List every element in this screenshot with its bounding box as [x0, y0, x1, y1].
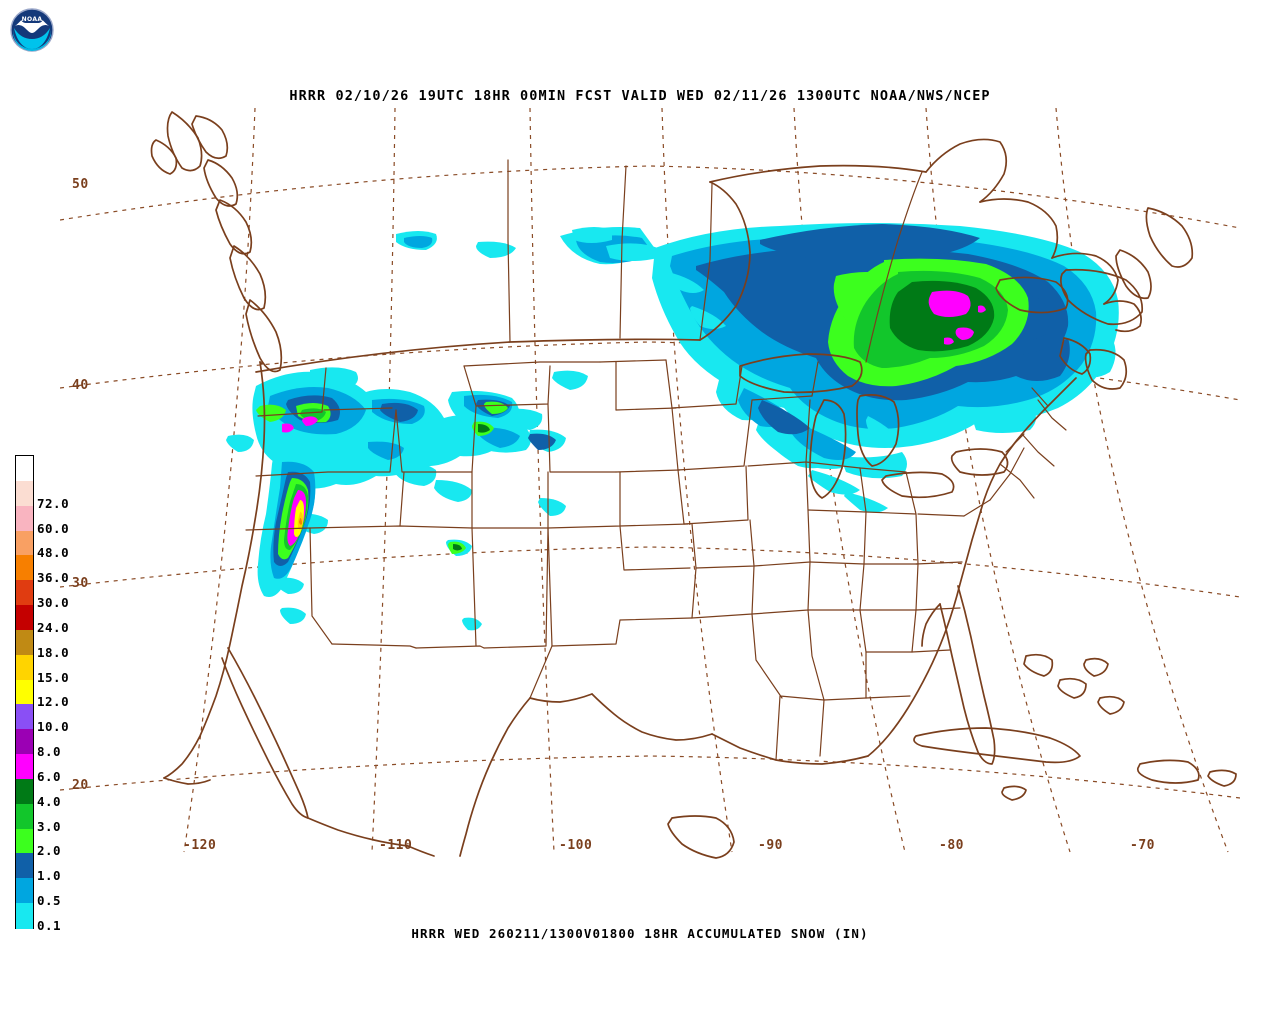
colorbar-band-top	[16, 456, 33, 481]
colorbar-label-72-0: 72.0	[37, 495, 70, 511]
colorbar-band-0-5	[16, 878, 33, 904]
colorbar-label-4-0: 4.0	[37, 793, 62, 809]
colorbar-band-2-0	[16, 828, 33, 855]
colorbar-band-0-1	[16, 903, 33, 929]
colorbar-band-4-0	[16, 778, 33, 805]
colorbar-band-3-0	[16, 803, 33, 830]
forecast-title: HRRR 02/10/26 19UTC 18HR 00MIN FCST VALI…	[289, 88, 991, 104]
map-svg	[60, 107, 1240, 859]
lon-label-90: -90	[758, 838, 783, 853]
colorbar-band-15-0	[16, 654, 33, 681]
map-outlines	[150, 111, 1237, 859]
colorbar-band-72-0	[16, 480, 33, 507]
lat-label-30: 30	[72, 576, 89, 591]
colorbar-label-60-0: 60.0	[37, 520, 70, 536]
product-caption: HRRR WED 260211/1300V01800 18HR ACCUMULA…	[411, 926, 869, 941]
lon-label-80: -80	[939, 838, 964, 853]
lon-label-100: -100	[559, 838, 593, 853]
colorbar-label-0-1: 0.1	[37, 918, 62, 933]
lon-label-120: -120	[183, 838, 217, 853]
lat-label-50: 50	[72, 177, 89, 192]
lat-label-20: 20	[72, 778, 89, 793]
colorbar-label-36-0: 36.0	[37, 570, 70, 586]
snow-colorbar	[15, 455, 34, 929]
colorbar-label-30-0: 30.0	[37, 595, 70, 611]
colorbar-band-30-0	[16, 580, 33, 606]
colorbar-label-10-0: 10.0	[37, 719, 70, 735]
colorbar-band-6-0	[16, 754, 33, 780]
graticule	[60, 107, 1240, 853]
colorbar-label-24-0: 24.0	[37, 619, 70, 635]
noaa-logo: NOAA	[8, 6, 56, 54]
lon-label-110: -110	[379, 838, 413, 853]
lon-label-70: -70	[1130, 838, 1155, 853]
colorbar-band-60-0	[16, 505, 33, 532]
colorbar-label-12-0: 12.0	[37, 694, 70, 710]
colorbar-label-0-5: 0.5	[37, 893, 62, 909]
colorbar-band-12-0	[16, 679, 33, 706]
colorbar-band-10-0	[16, 704, 33, 730]
colorbar-band-36-0	[16, 555, 33, 581]
colorbar-label-48-0: 48.0	[37, 545, 70, 561]
colorbar-label-8-0: 8.0	[37, 744, 62, 760]
lat-label-40: 40	[72, 378, 89, 393]
colorbar-label-3-0: 3.0	[37, 818, 62, 834]
colorbar-band-8-0	[16, 729, 33, 755]
snow-accumulation-field	[226, 223, 1119, 631]
colorbar-band-1-0	[16, 853, 33, 879]
snow-colorbar-labels: 72.0 60.0 48.0 36.0 30.0 24.0 18.0 15.0 12.0 10.0…	[15, 455, 105, 931]
colorbar-label-6-0: 6.0	[37, 768, 62, 784]
colorbar-label-2-0: 2.0	[37, 843, 62, 859]
colorbar-label-18-0: 18.0	[37, 644, 70, 660]
colorbar-band-24-0	[16, 605, 33, 631]
map-plot-area	[60, 100, 1240, 860]
colorbar-label-15-0: 15.0	[37, 669, 70, 685]
colorbar-label-1-0: 1.0	[37, 868, 62, 884]
colorbar-band-48-0	[16, 530, 33, 556]
svg-text:NOAA: NOAA	[22, 16, 43, 23]
colorbar-band-18-0	[16, 629, 33, 656]
